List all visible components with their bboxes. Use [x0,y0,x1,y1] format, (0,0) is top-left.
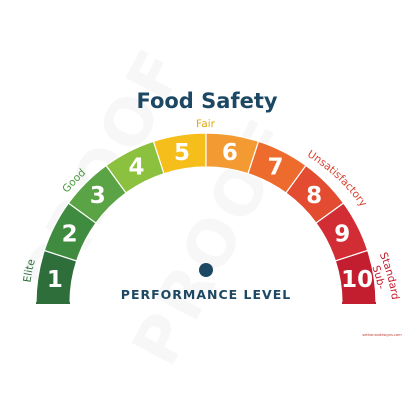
band-label-elite-text: Elite [22,258,38,283]
page-title: Food Safety [136,89,277,113]
gauge-segment-number-1: 1 [47,267,63,293]
watermark: PROOF PROOF [9,36,310,378]
gauge-segment-number-10: 10 [341,267,373,293]
gauge-segments: 1 234 5 6 789 10 [35,132,377,304]
band-label-fair-text: Fair [196,118,216,130]
credit-text: sethanandesigns.com [362,333,402,337]
gauge-segment-number-3: 3 [90,183,106,209]
band-label-fair: Fair [196,118,216,130]
gauge-segment-number-9: 9 [334,222,350,248]
gauge-base-left [36,302,70,304]
gauge-segment-number-6: 6 [222,140,238,166]
gauge-segment-number-5: 5 [174,140,190,166]
gauge-segment-number-2: 2 [62,222,78,248]
gauge-base-right [342,302,376,304]
gauge-segment-number-8: 8 [306,183,322,209]
gauge-segment-number-7: 7 [267,155,283,181]
band-label-elite: Elite [22,258,38,283]
gauge-segment-number-4: 4 [129,155,145,181]
performance-level-label: PERFORMANCE LEVEL [121,287,291,302]
performance-indicator-dot [199,263,213,277]
